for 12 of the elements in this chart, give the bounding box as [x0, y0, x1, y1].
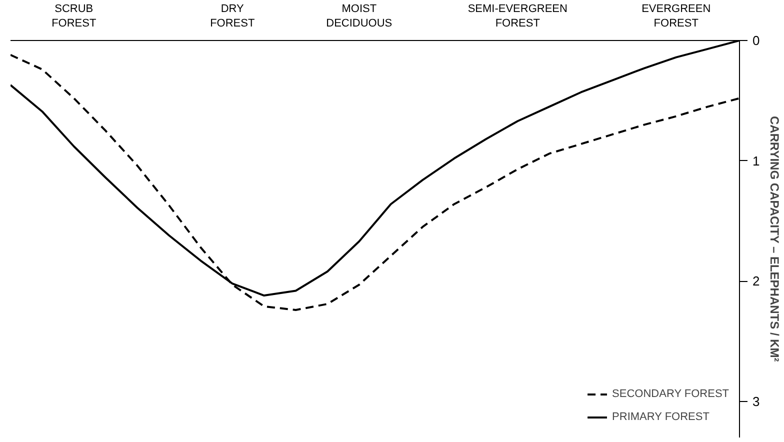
legend-label: SECONDARY FOREST: [612, 388, 729, 400]
y-tick-label: 0: [752, 33, 760, 48]
x-tick-label: EVERGREEN FOREST: [642, 3, 711, 30]
x-tick-label: SCRUB FOREST: [52, 3, 96, 30]
x-tick-label: SEMI-EVERGREEN FOREST: [468, 3, 568, 30]
y-tick-label: 2: [752, 274, 760, 289]
y-tick-label: 3: [752, 394, 760, 409]
x-tick-label: MOIST DECIDUOUS: [326, 3, 392, 30]
x-tick-label: DRY FOREST: [210, 3, 255, 30]
y-axis-title: CARRYING CAPACITY – ELEPHANTS / KM²: [768, 116, 782, 362]
y-tick-label: 1: [752, 153, 760, 168]
legend-label: PRIMARY FOREST: [612, 411, 710, 423]
